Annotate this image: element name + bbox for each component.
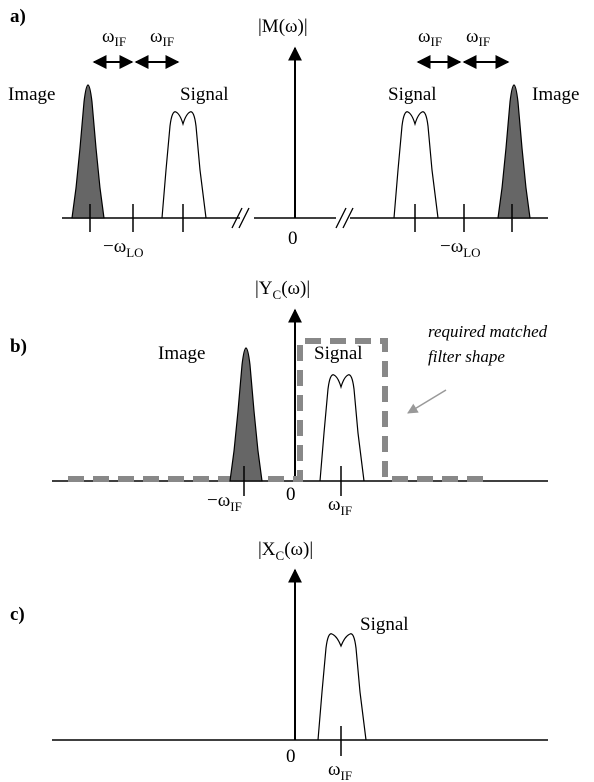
axis-break-right [335, 207, 354, 229]
panel-a-omega-if-label-3: ωIF [418, 26, 442, 49]
panel-b-image-label: Image [158, 343, 205, 364]
panel-b-minus-omega-if: −ωIF [207, 490, 242, 514]
panel-a-omega-if-label-4: ωIF [466, 26, 490, 49]
panel-b-axis-label: |YC(ω)| [255, 278, 310, 302]
panel-c-axis-label: |XC(ω)| [258, 539, 313, 563]
panel-b-signal-spectrum [319, 374, 365, 482]
axis-break-left [231, 207, 250, 229]
panel-c: c) |XC(ω)| Signal 0 ωIF [10, 539, 548, 782]
panel-a-omega-if-label-1: ωIF [102, 26, 126, 49]
panel-c-signal-label: Signal [360, 614, 409, 635]
panel-a-minus-omega-lo-right: −ωLO [440, 236, 481, 260]
panel-b-note-line2: filter shape [428, 347, 505, 366]
panel-b: b) |YC(ω)| Image Signal required matched… [10, 278, 548, 518]
panel-c-signal-spectrum [317, 633, 367, 741]
panel-a-signal-left-label: Signal [180, 84, 229, 105]
panel-c-zero: 0 [286, 746, 296, 767]
panel-a-omega-if-label-2: ωIF [150, 26, 174, 49]
panel-b-note-pointer-arrow [407, 389, 447, 414]
panel-b-signal-label: Signal [314, 343, 363, 364]
panel-a-zero: 0 [288, 228, 298, 249]
panel-a-image-left-spectrum [71, 84, 105, 219]
panel-b-zero: 0 [286, 484, 296, 505]
panel-a-label: a) [10, 6, 26, 27]
panel-c-label: c) [10, 604, 25, 625]
panel-b-omega-if: ωIF [328, 494, 352, 518]
panel-a-signal-right-spectrum [393, 111, 439, 219]
panel-a-ticks [89, 204, 513, 232]
panel-b-note-line1: required matched [428, 322, 548, 341]
panel-a-minus-omega-lo-left: −ωLO [103, 236, 144, 260]
panel-a-image-right-spectrum [497, 84, 531, 219]
panel-b-image-spectrum [229, 347, 263, 482]
panel-b-ticks [243, 466, 342, 496]
panel-a: a) |M(ω)| [8, 6, 579, 260]
panel-b-matched-filter-shape [68, 338, 490, 482]
panel-a-image-right-label: Image [532, 84, 579, 105]
panel-a-signal-left-spectrum [161, 111, 207, 219]
panel-a-signal-right-label: Signal [388, 84, 437, 105]
panel-a-image-left-label: Image [8, 84, 55, 105]
panel-b-label: b) [10, 336, 27, 357]
panel-a-axis-label: |M(ω)| [258, 16, 308, 37]
panel-c-omega-if: ωIF [328, 759, 352, 782]
